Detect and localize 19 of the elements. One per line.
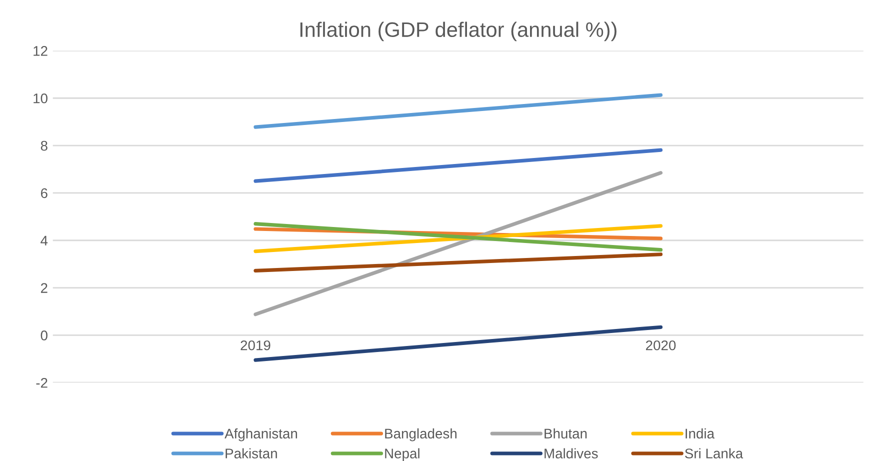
- y-tick-label: 12: [34, 46, 48, 56]
- chart-title: Inflation (GDP deflator (annual %)): [300, 22, 616, 42]
- x-tick-label: 2019: [240, 340, 270, 350]
- legend-label: Nepal: [385, 448, 420, 461]
- y-tick-label: 4: [40, 236, 48, 246]
- legend-label: Bhutan: [544, 428, 587, 439]
- y-tick-label: -2: [36, 378, 48, 388]
- y-tick-label: 0: [40, 330, 48, 340]
- legend-label: Sri Lanka: [685, 448, 744, 458]
- y-tick-label: 2: [40, 283, 48, 293]
- legend-label: Afghanistan: [224, 428, 298, 442]
- legend-label: Maldives: [544, 448, 598, 458]
- legend-label: Pakistan: [226, 448, 277, 458]
- y-tick-label: 6: [40, 188, 48, 198]
- y-tick-label: 10: [34, 93, 48, 104]
- x-tick-label: 2020: [646, 340, 676, 350]
- legend-label: India: [686, 428, 715, 439]
- y-tick-label: 8: [40, 140, 48, 151]
- legend-label: Bangladesh: [385, 428, 456, 442]
